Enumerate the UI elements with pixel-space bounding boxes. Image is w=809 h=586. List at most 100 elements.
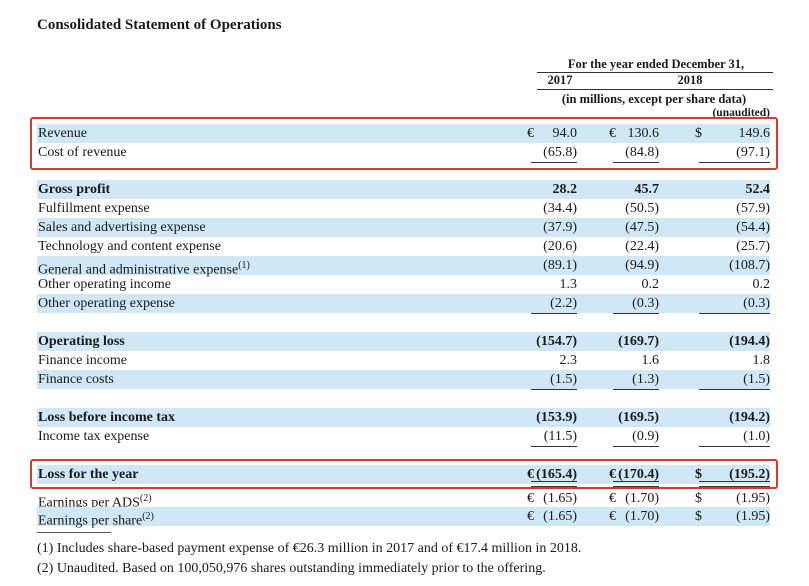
- value-2017: (11.5): [543, 429, 577, 444]
- table-row: Finance income 2.3 1.6 1.8: [37, 351, 770, 370]
- table-row: Sales and advertising expense (37.9) (47…: [37, 218, 770, 237]
- value-2017: (1.65): [543, 509, 577, 524]
- header-rule: [537, 89, 773, 90]
- value-2018-eur: (169.7): [618, 334, 659, 349]
- row-label: Sales and advertising expense: [38, 220, 206, 235]
- value-2017: (89.1): [543, 258, 577, 273]
- value-2018-eur: (169.5): [618, 410, 659, 425]
- value-2018-eur: (84.8): [625, 145, 659, 160]
- value-2017: 1.3: [559, 277, 578, 292]
- loss-highlight-box: [30, 459, 778, 489]
- unaudited-header: (unaudited): [712, 107, 770, 119]
- table-row: Other operating income 1.3 0.2 0.2: [37, 275, 770, 294]
- row-label: Income tax expense: [38, 429, 150, 444]
- currency-symbol: $: [695, 509, 702, 524]
- currency-symbol: €: [527, 126, 534, 141]
- value-2017: (154.7): [536, 334, 577, 349]
- value-2018-eur: (94.9): [625, 258, 659, 273]
- table-row: Gross profit 28.2 45.7 52.4: [37, 180, 770, 199]
- value-2018-usd: 1.8: [752, 353, 771, 368]
- table-row: Fulfillment expense (34.4) (50.5) (57.9): [37, 199, 770, 218]
- footnote-ref: (1): [238, 260, 250, 271]
- row-label: Loss for the year: [38, 467, 139, 482]
- value-2018-eur: (22.4): [625, 239, 659, 254]
- row-label: Other operating income: [38, 277, 171, 292]
- table-row: Loss for the year € (165.4) € (170.4) $ (19…: [37, 465, 770, 487]
- value-2018-usd: (195.2): [729, 467, 770, 482]
- value-2018-eur: (1.70): [625, 491, 659, 506]
- row-label: Finance costs: [38, 372, 114, 387]
- value-2017: (65.8): [543, 145, 577, 160]
- value-2017: (165.4): [536, 467, 577, 482]
- currency-symbol: €: [527, 491, 534, 506]
- value-2018-usd: (57.9): [736, 201, 770, 216]
- value-2018-eur: (50.5): [625, 201, 659, 216]
- header-rule: [537, 72, 773, 73]
- value-2018-usd: (194.4): [729, 334, 770, 349]
- period-header: For the year ended December 31,: [567, 57, 745, 71]
- footnote-divider: [37, 532, 111, 533]
- value-2017: 94.0: [552, 126, 578, 141]
- currency-symbol: €: [609, 126, 616, 141]
- year-2017-header: 2017: [547, 73, 573, 87]
- currency-symbol: $: [695, 491, 702, 506]
- value-2018-usd: 52.4: [745, 182, 771, 197]
- row-label: Cost of revenue: [38, 145, 127, 160]
- value-2018-eur: (1.3): [632, 372, 659, 387]
- value-2017: (20.6): [543, 239, 577, 254]
- table-row: Revenue €94.0 €130.6 $149.6: [37, 124, 770, 143]
- table-row: Earnings per ADS(2) € (1.65) € (1.70) $ (1.…: [37, 489, 770, 511]
- value-2017: 28.2: [552, 182, 578, 197]
- value-2017: (37.9): [543, 220, 577, 235]
- value-2018-usd: (1.5): [743, 372, 770, 387]
- row-label: Technology and content expense: [38, 239, 221, 254]
- value-2018-usd: (1.0): [743, 429, 770, 444]
- currency-symbol: €: [527, 509, 534, 524]
- value-2018-eur: (170.4): [618, 467, 659, 482]
- revenue-highlight-box: [30, 117, 778, 170]
- value-2018-usd: (25.7): [736, 239, 770, 254]
- table-row: Cost of revenue (65.8) (84.8) (97.1): [37, 143, 770, 163]
- value-2018-eur: (0.9): [632, 429, 659, 444]
- value-2017: (1.5): [550, 372, 577, 387]
- value-2018-eur: (0.3): [632, 296, 659, 311]
- table-row: Technology and content expense (20.6) (2…: [37, 237, 770, 256]
- currency-symbol: $: [695, 467, 702, 482]
- table-row: Earnings per share(2) € (1.65) € (1.70) $ (…: [37, 507, 770, 529]
- value-2018-eur: 1.6: [641, 353, 660, 368]
- value-2017: 2.3: [559, 353, 578, 368]
- statement-title: Consolidated Statement of Operations: [37, 17, 282, 33]
- year-2018-header: 2018: [677, 73, 703, 87]
- footnote-ref: (2): [142, 511, 154, 522]
- value-2017: (1.65): [543, 491, 577, 506]
- value-2018-usd: 149.6: [738, 126, 771, 141]
- table-row: Other operating expense (2.2) (0.3) (0.3…: [37, 294, 770, 314]
- value-2018-usd: 0.2: [752, 277, 771, 292]
- table-row: General and administrative expense(1) (8…: [37, 256, 770, 278]
- value-2018-usd: (54.4): [736, 220, 770, 235]
- currency-symbol: $: [695, 126, 702, 141]
- row-label: Fulfillment expense: [38, 201, 150, 216]
- row-label: Other operating expense: [38, 296, 175, 311]
- currency-symbol: €: [609, 509, 616, 524]
- footnote-ref: (2): [139, 493, 152, 504]
- row-label: Earnings per share(2): [38, 511, 154, 529]
- row-label: Operating loss: [38, 334, 125, 349]
- value-2018-eur: 0.2: [641, 277, 660, 292]
- row-label: General and administrative expense(1): [38, 260, 250, 278]
- value-2018-usd: (1.95): [736, 491, 770, 506]
- value-2018-eur: (1.70): [625, 509, 659, 524]
- value-2018-eur: (47.5): [625, 220, 659, 235]
- currency-symbol: €: [527, 467, 534, 482]
- currency-symbol: €: [609, 467, 616, 482]
- table-row: Loss before income tax (153.9) (169.5) (…: [37, 408, 770, 427]
- units-header: (in millions, except per share data): [561, 92, 747, 106]
- value-2018-usd: (0.3): [743, 296, 770, 311]
- row-label: Revenue: [38, 126, 87, 141]
- currency-symbol: €: [609, 491, 616, 506]
- table-row: Finance costs (1.5) (1.3) (1.5): [37, 370, 770, 390]
- value-2018-eur: 130.6: [627, 126, 660, 141]
- footnote-2: (2) Unaudited. Based on 100,050,976 shar…: [37, 561, 546, 576]
- value-2018-usd: (108.7): [729, 258, 770, 273]
- table-row: Income tax expense (11.5) (0.9) (1.0): [37, 427, 770, 447]
